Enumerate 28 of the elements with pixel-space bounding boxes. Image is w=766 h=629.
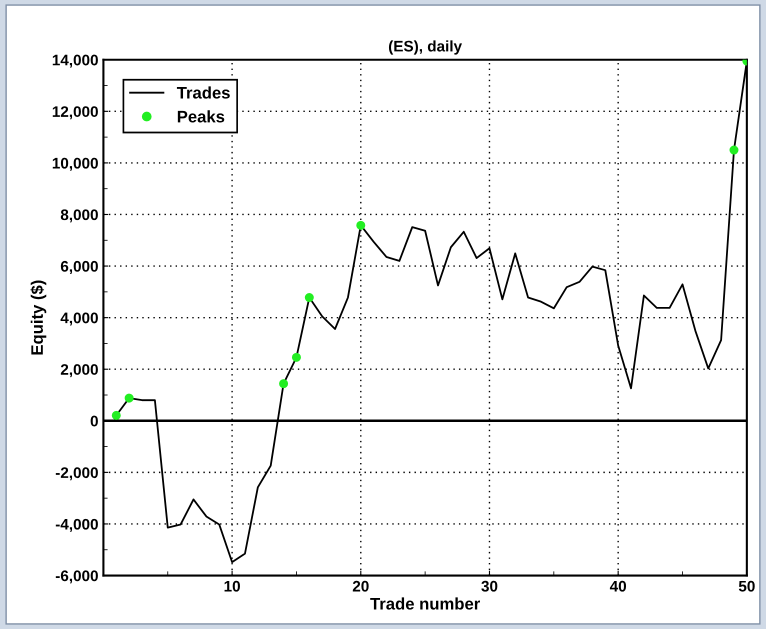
x-tick-label: 50 [738, 580, 755, 592]
y-tick-label: 6,000 [60, 260, 98, 274]
legend-label: Trades [176, 86, 230, 99]
point [292, 352, 301, 362]
x-axis-title: Trade number [370, 597, 480, 610]
y-axis-title: Equity ($) [30, 280, 46, 354]
point [356, 220, 366, 230]
y-tick-label: -6,000 [56, 570, 98, 584]
y-tick-label: 14,000 [52, 54, 98, 68]
legend-label: Peaks [178, 110, 224, 123]
y-tick-label: -2,000 [56, 467, 98, 480]
point [729, 146, 738, 155]
point [304, 293, 314, 302]
y-tick-label: 8,000 [60, 209, 98, 222]
y-tick-label: -4,000 [56, 518, 98, 532]
y-tick-label: 10,000 [52, 158, 98, 171]
point [112, 410, 121, 420]
y-tick-label: 12,000 [52, 106, 98, 120]
x-tick-label: 40 [610, 580, 626, 592]
x-tick-label: 30 [481, 580, 498, 592]
x-tick-label: 10 [224, 580, 240, 592]
point [124, 394, 134, 403]
point [279, 379, 288, 388]
y-tick-label: 2,000 [60, 364, 98, 378]
chart-title: (ES), daily [388, 40, 462, 55]
y-tick-label: 0 [90, 416, 98, 426]
x-tick-label: 20 [352, 580, 369, 592]
y-tick-label: 4,000 [60, 312, 98, 326]
